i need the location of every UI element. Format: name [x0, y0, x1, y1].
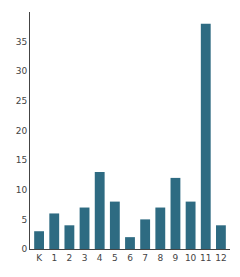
svg-text:6: 6 — [127, 253, 133, 263]
svg-text:15: 15 — [16, 155, 27, 165]
svg-text:30: 30 — [16, 66, 28, 76]
svg-text:8: 8 — [157, 253, 163, 263]
svg-text:0: 0 — [21, 244, 27, 254]
svg-text:1: 1 — [51, 253, 57, 263]
svg-text:K: K — [36, 253, 43, 263]
svg-text:9: 9 — [173, 253, 179, 263]
svg-text:10: 10 — [185, 253, 197, 263]
svg-text:35: 35 — [16, 37, 27, 47]
svg-text:11: 11 — [200, 253, 211, 263]
svg-text:5: 5 — [112, 253, 118, 263]
svg-text:12: 12 — [215, 253, 226, 263]
svg-text:3: 3 — [82, 253, 88, 263]
svg-text:7: 7 — [142, 253, 148, 263]
svg-text:10: 10 — [16, 185, 28, 195]
svg-text:5: 5 — [21, 215, 27, 225]
svg-text:25: 25 — [16, 96, 27, 106]
svg-text:4: 4 — [97, 253, 103, 263]
svg-text:20: 20 — [16, 126, 28, 136]
svg-text:2: 2 — [67, 253, 73, 263]
